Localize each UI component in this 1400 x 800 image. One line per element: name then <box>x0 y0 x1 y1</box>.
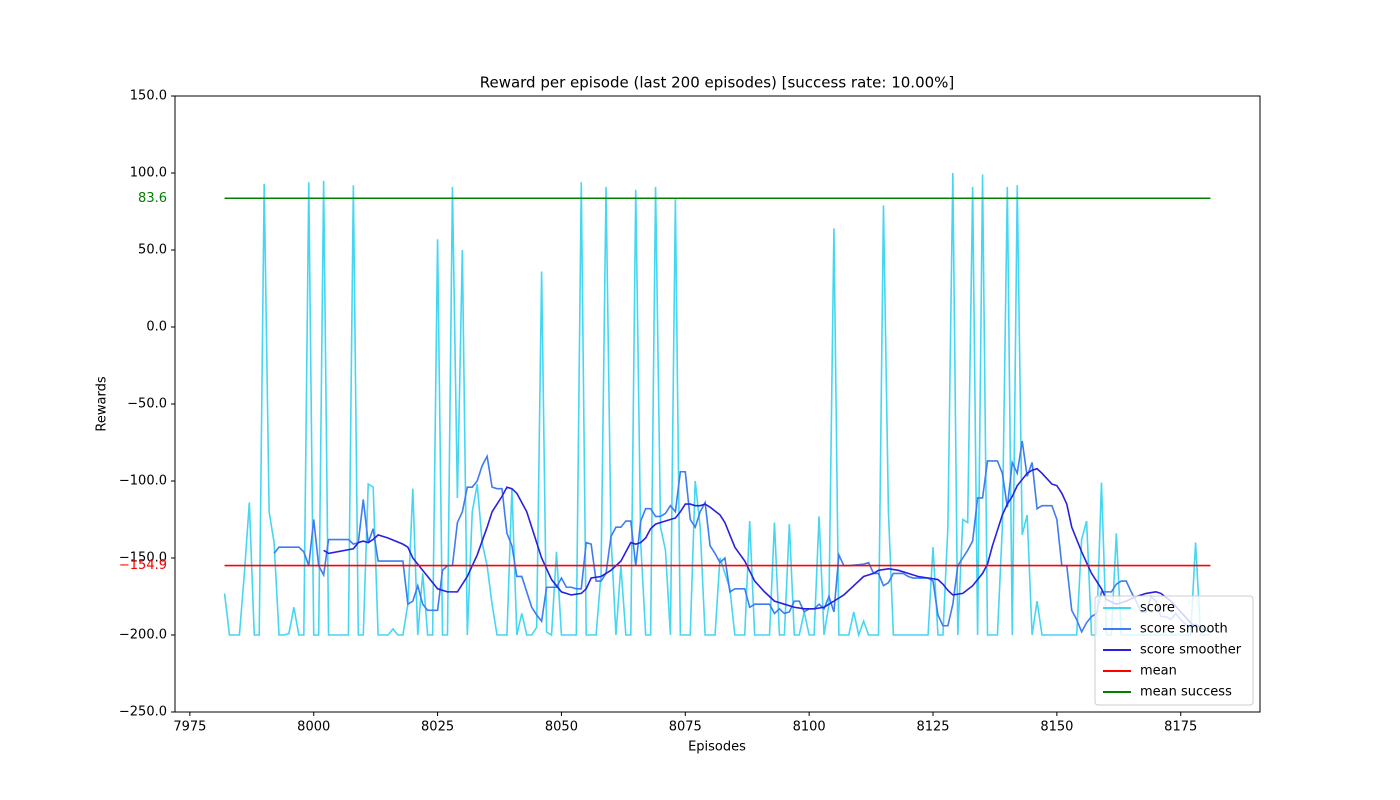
y-tick-label: 50.0 <box>138 243 167 258</box>
series-line <box>323 467 1197 628</box>
x-tick-label: 8150 <box>1040 720 1073 735</box>
y-tick-label: 150.0 <box>130 89 167 104</box>
y-tick-label: −100.0 <box>119 474 167 489</box>
x-tick-label: 8025 <box>421 720 454 735</box>
x-tick-label: 7975 <box>173 720 206 735</box>
legend-label: mean <box>1140 664 1177 679</box>
legend-label: score smoother <box>1140 643 1242 658</box>
y-tick-label: −250.0 <box>119 705 167 720</box>
series-line <box>223 172 1211 638</box>
reference-label: −154.9 <box>119 558 167 573</box>
legend-label: score <box>1140 601 1175 616</box>
y-tick-label: −150.0 <box>119 551 167 566</box>
x-tick-label: 8075 <box>669 720 702 735</box>
x-tick-label: 8050 <box>545 720 578 735</box>
x-tick-label: 8125 <box>916 720 949 735</box>
chart-title: Reward per episode (last 200 episodes) [… <box>480 74 955 92</box>
legend-label: score smooth <box>1140 622 1228 637</box>
y-axis-label: Rewards <box>95 376 110 431</box>
y-tick-label: 100.0 <box>130 166 167 181</box>
x-tick-label: 8100 <box>793 720 826 735</box>
y-tick-label: 0.0 <box>146 320 167 335</box>
x-axis-label: Episodes <box>688 740 746 755</box>
y-tick-label: −200.0 <box>119 628 167 643</box>
reference-label: 83.6 <box>138 191 167 206</box>
x-tick-label: 8000 <box>297 720 330 735</box>
legend-box <box>1094 595 1254 706</box>
plot-frame <box>174 95 1261 713</box>
x-tick-label: 8175 <box>1164 720 1197 735</box>
y-tick-label: −50.0 <box>127 397 167 412</box>
legend-label: mean success <box>1140 685 1232 700</box>
series-line <box>273 440 1211 634</box>
